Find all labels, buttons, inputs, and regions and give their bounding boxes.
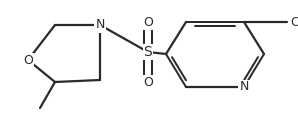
Text: O: O — [143, 15, 153, 29]
Text: O: O — [23, 54, 33, 66]
Text: N: N — [239, 81, 249, 93]
Text: O: O — [143, 75, 153, 89]
Text: Cl: Cl — [290, 15, 298, 29]
Text: S: S — [144, 45, 152, 59]
Text: N: N — [95, 18, 105, 31]
